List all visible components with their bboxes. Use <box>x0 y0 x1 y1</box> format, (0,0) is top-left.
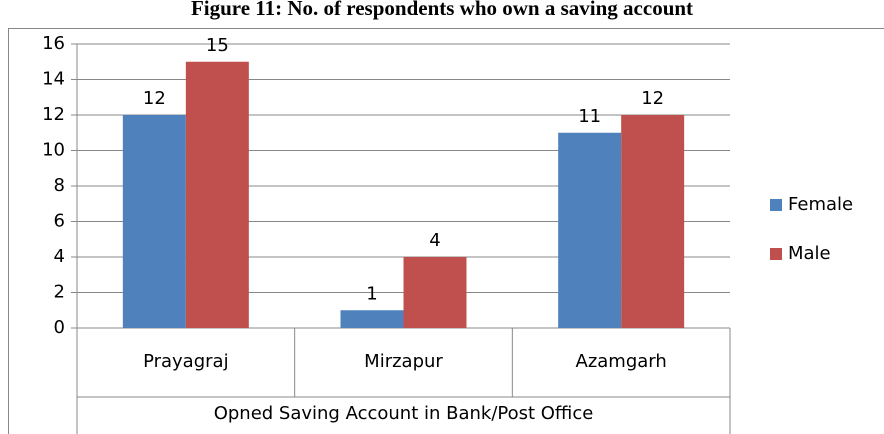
y-tick-label: 16 <box>42 33 65 54</box>
bar <box>185 61 249 328</box>
data-label: 1 <box>366 283 377 304</box>
bar <box>340 310 404 328</box>
legend-swatch <box>770 248 782 260</box>
data-label: 12 <box>641 88 664 109</box>
x-tick-label: Mirzapur <box>364 351 443 372</box>
y-tick-label: 12 <box>42 104 65 125</box>
y-tick-label: 14 <box>42 69 65 90</box>
data-label: 11 <box>578 106 601 127</box>
bar <box>558 132 622 328</box>
data-label: 12 <box>143 88 166 109</box>
data-label: 15 <box>206 35 229 56</box>
x-tick-label: Prayagraj <box>143 351 229 372</box>
y-tick-label: 2 <box>54 282 65 303</box>
bar <box>403 257 467 328</box>
data-label: 4 <box>429 230 440 251</box>
y-tick-label: 10 <box>42 140 65 161</box>
x-tick-label: Azamgarh <box>576 351 667 372</box>
group-label: Opned Saving Account in Bank/Post Office <box>214 403 594 424</box>
y-tick-label: 0 <box>54 317 65 338</box>
legend-label: Female <box>788 194 853 215</box>
legend-swatch <box>770 199 782 211</box>
y-tick-label: 4 <box>54 246 65 267</box>
y-tick-label: 8 <box>54 175 65 196</box>
legend-label: Male <box>788 243 831 264</box>
chart-title: Figure 11: No. of respondents who own a … <box>191 0 693 20</box>
bar <box>122 115 186 328</box>
bar <box>621 115 685 328</box>
y-tick-label: 6 <box>54 211 65 232</box>
